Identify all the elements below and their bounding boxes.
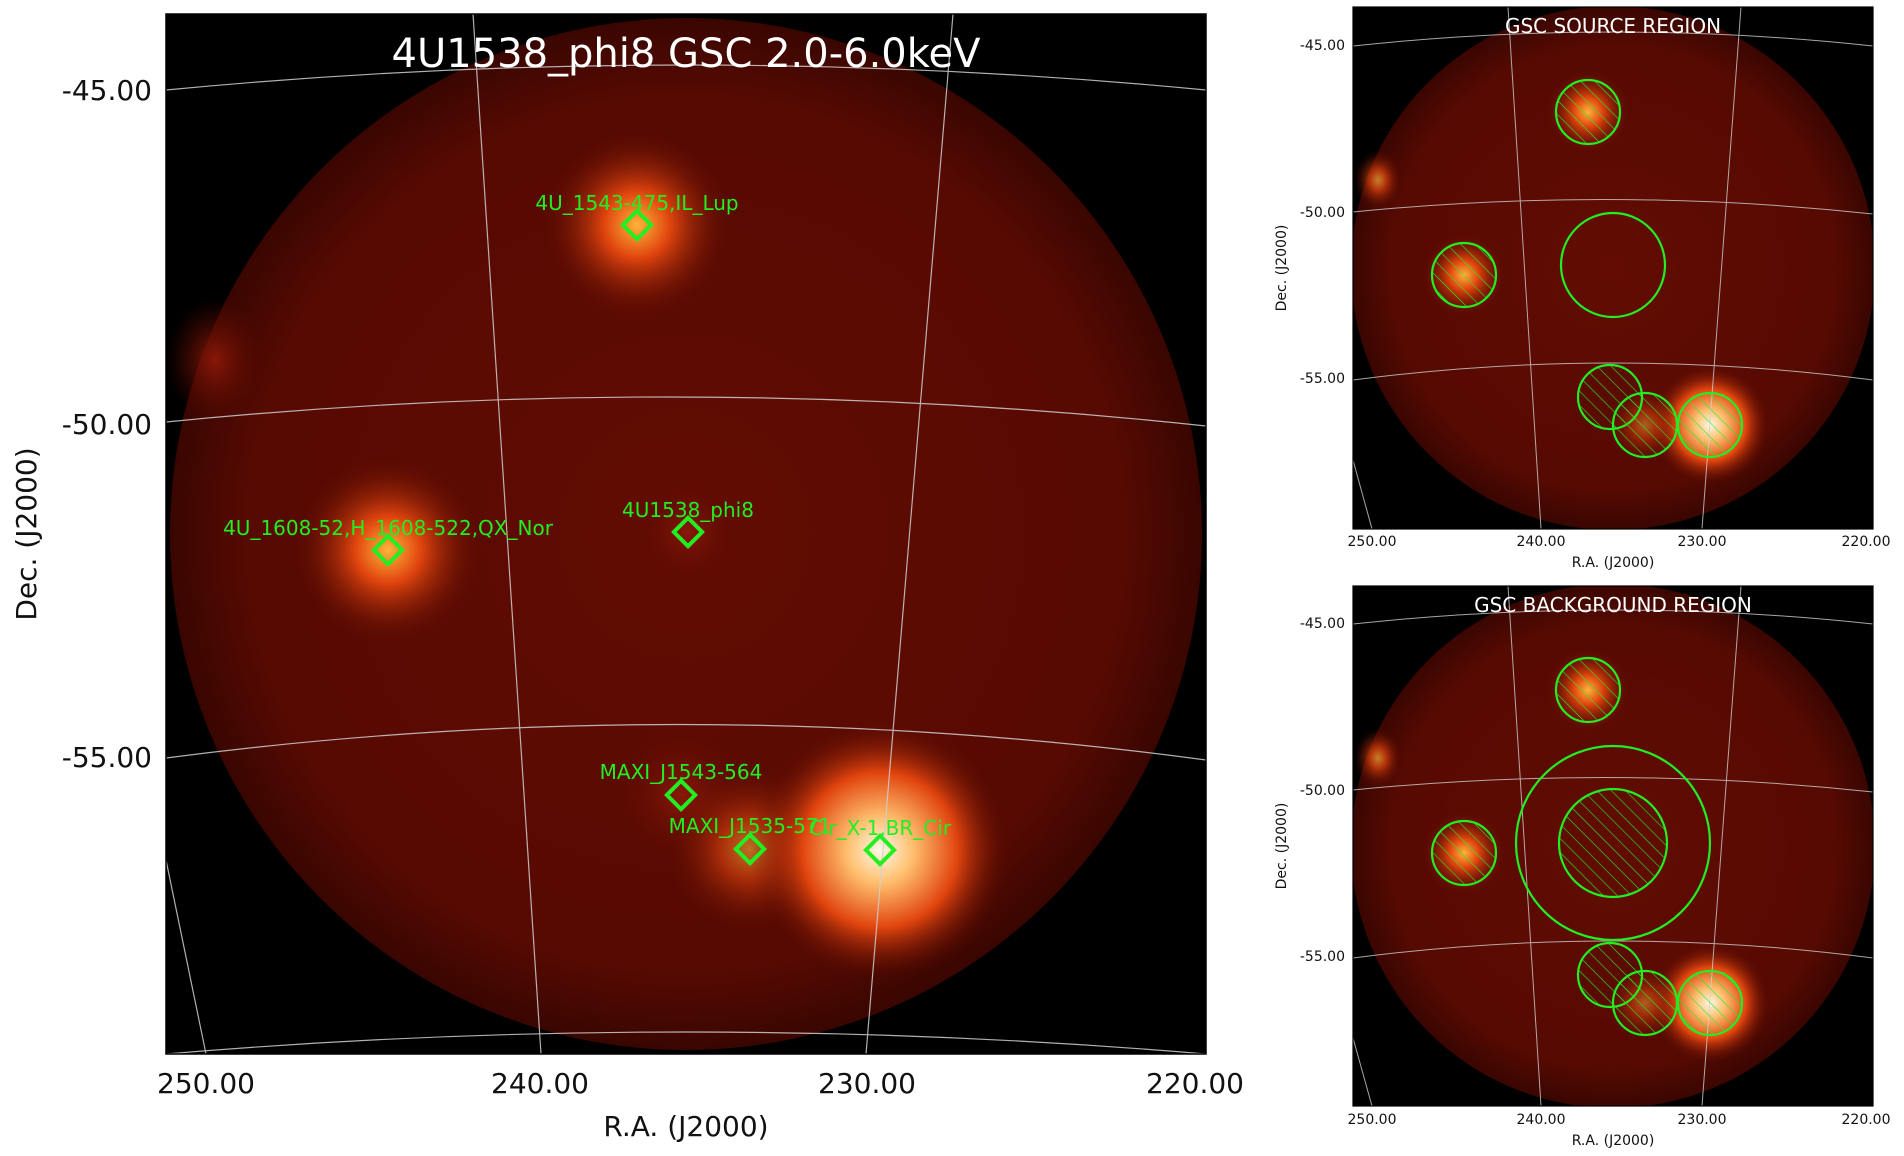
exclude-region-j1535[interactable]: [1611, 969, 1679, 1037]
source-marker-qx-nor[interactable]: [371, 533, 405, 567]
main-xtick: 240.00: [491, 1067, 589, 1100]
main-source-markers: [371, 208, 897, 867]
main-ytick: -55.00: [62, 741, 152, 774]
source-label-j1543: MAXI_J1543-564: [600, 760, 763, 784]
main-title: 4U1538_phi8 GSC 2.0-6.0keV: [392, 31, 982, 77]
main-xtick: 250.00: [157, 1067, 255, 1100]
main-y-ticks: -45.00 -50.00 -55.00: [62, 74, 152, 774]
source-marker-j1535[interactable]: [733, 832, 767, 866]
main-ytick: -45.00: [62, 74, 152, 107]
source-ylabel: Dec. (J2000): [1274, 225, 1290, 312]
source-extraction-region[interactable]: [1559, 211, 1667, 319]
main-plot-frame: [165, 13, 1207, 1055]
exclude-region-cir-x1[interactable]: [1676, 969, 1744, 1037]
background-regions: [1430, 656, 1744, 1037]
background-ytick: -45.00: [1300, 616, 1345, 632]
background-annulus-outer[interactable]: [1514, 744, 1712, 942]
exclude-region-j1535[interactable]: [1611, 391, 1679, 459]
main-panel: 4U1538_phi8 GSC 2.0-6.0keV 4U_1543-475,I…: [10, 13, 1244, 1143]
background-plot-frame: [1352, 585, 1874, 1107]
background-xtick: 220.00: [1842, 1112, 1891, 1128]
source-label-cir-x1: Cir_X-1,BR_Cir: [809, 816, 952, 840]
exclude-region-cir-x1[interactable]: [1676, 391, 1744, 459]
source-marker-cir-x1[interactable]: [863, 833, 897, 867]
background-y-ticks: -45.00 -50.00 -55.00: [1300, 616, 1345, 965]
source-y-ticks: -45.00 -50.00 -55.00: [1300, 38, 1345, 387]
source-edge-glow: [1354, 150, 1402, 210]
background-x-ticks: 250.00 240.00 230.00 220.00: [1348, 1112, 1891, 1128]
exclude-region-qx-nor[interactable]: [1430, 241, 1498, 309]
background-panel-title: GSC BACKGROUND REGION: [1474, 593, 1752, 617]
main-glow-phi8: [638, 482, 738, 582]
main-glow-cir-x1: [750, 720, 1010, 980]
source-xtick: 240.00: [1517, 534, 1566, 550]
source-marker-j1543[interactable]: [664, 778, 698, 812]
source-label-phi8: 4U1538_phi8: [622, 498, 754, 522]
background-xlabel: R.A. (J2000): [1572, 1133, 1655, 1149]
exclude-region-qx-nor[interactable]: [1430, 819, 1498, 887]
background-ytick: -50.00: [1300, 783, 1345, 799]
main-ytick: -50.00: [62, 408, 152, 441]
main-xlabel: R.A. (J2000): [603, 1110, 768, 1143]
source-ytick: -55.00: [1300, 371, 1345, 387]
source-grid: [1353, 7, 1873, 529]
background-region-panel: GSC BACKGROUND REGION 250.00 240.00 230.…: [1274, 585, 1891, 1149]
source-region-panel: GSC SOURCE REGION 250.00 240.00 230.00 2…: [1274, 6, 1891, 571]
background-xtick: 240.00: [1517, 1112, 1566, 1128]
main-glow-qx-nor: [293, 455, 483, 645]
source-label-il-lup: 4U_1543-475,IL_Lup: [535, 191, 738, 215]
source-ytick: -50.00: [1300, 205, 1345, 221]
main-glow-il-lup: [542, 130, 732, 320]
main-xtick: 220.00: [1146, 1067, 1244, 1100]
source-x-ticks: 250.00 240.00 230.00 220.00: [1348, 534, 1891, 550]
background-ylabel: Dec. (J2000): [1274, 803, 1290, 890]
source-regions: [1430, 78, 1744, 459]
source-label-j1535: MAXI_J1535-571: [669, 814, 832, 838]
main-x-ticks: 250.00 240.00 230.00 220.00: [157, 1067, 1244, 1100]
exclude-region-il-lup[interactable]: [1554, 78, 1622, 146]
background-annulus-inner[interactable]: [1557, 787, 1669, 899]
background-ytick: -55.00: [1300, 949, 1345, 965]
source-plot-frame: [1352, 6, 1874, 530]
source-ytick: -45.00: [1300, 38, 1345, 54]
background-xtick: 250.00: [1348, 1112, 1397, 1128]
main-xtick: 230.00: [818, 1067, 916, 1100]
source-marker-phi8[interactable]: [671, 515, 705, 549]
source-xtick: 220.00: [1842, 534, 1891, 550]
source-marker-il-lup[interactable]: [620, 208, 654, 242]
main-grid: [166, 14, 1206, 1054]
main-ylabel: Dec. (J2000): [10, 447, 43, 620]
main-source-labels: 4U_1543-475,IL_Lup 4U_1608-52,H_1608-522…: [223, 191, 952, 840]
main-edge-glow: [167, 298, 263, 422]
source-xtick: 250.00: [1348, 534, 1397, 550]
source-label-qx-nor: 4U_1608-52,H_1608-522,QX_Nor: [223, 516, 554, 540]
background-edge-glow: [1354, 728, 1402, 788]
source-xtick: 230.00: [1678, 534, 1727, 550]
source-panel-title: GSC SOURCE REGION: [1505, 14, 1721, 38]
source-xlabel: R.A. (J2000): [1572, 555, 1655, 571]
exclude-region-il-lup[interactable]: [1554, 656, 1622, 724]
background-xtick: 230.00: [1678, 1112, 1727, 1128]
